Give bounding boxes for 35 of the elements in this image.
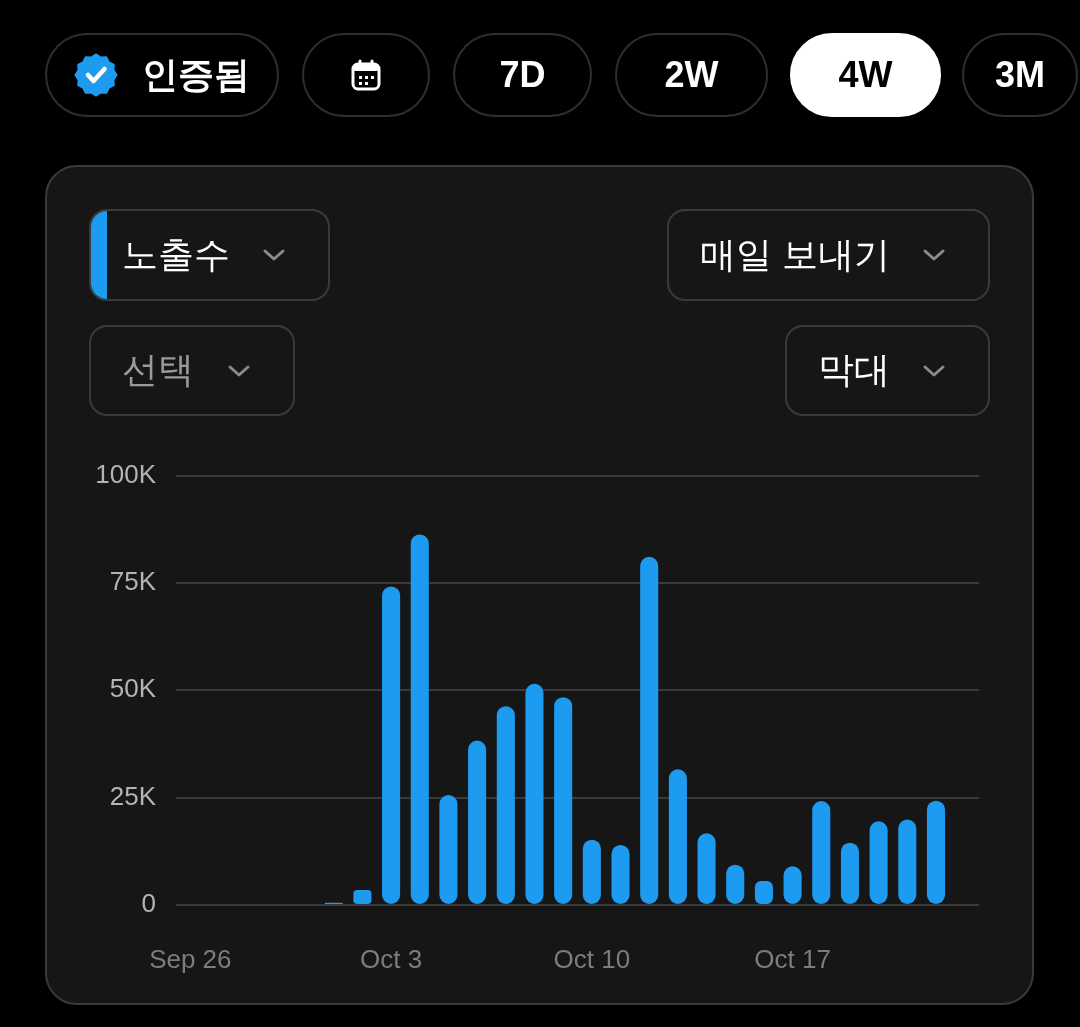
pill-button: 7D bbox=[453, 33, 592, 117]
bar bbox=[840, 842, 859, 904]
bar bbox=[582, 839, 601, 904]
bar bbox=[439, 795, 458, 904]
bar bbox=[468, 740, 487, 904]
x-tick-label: Sep 26 bbox=[149, 943, 232, 974]
y-tick-label: 0 bbox=[141, 888, 156, 919]
bar bbox=[496, 706, 515, 904]
x-tick-label: Oct 3 bbox=[360, 943, 423, 974]
text: 노출수 bbox=[122, 232, 230, 277]
bar bbox=[410, 534, 429, 904]
pill-button: 인증됨 bbox=[45, 33, 279, 117]
pill-button: 4W bbox=[790, 33, 941, 117]
bar bbox=[640, 556, 659, 904]
y-tick-label: 50K bbox=[109, 673, 157, 704]
bar bbox=[869, 821, 888, 904]
dropdown-field: 막대 bbox=[785, 325, 990, 416]
bar bbox=[926, 800, 946, 904]
dropdown-field: 선택 bbox=[89, 325, 295, 416]
bar bbox=[668, 769, 687, 904]
pill-button: 2W bbox=[615, 33, 768, 117]
dropdown-field: 매일 보내기 bbox=[667, 209, 990, 301]
bar bbox=[382, 586, 401, 904]
bar bbox=[525, 683, 544, 904]
y-tick-label: 75K bbox=[109, 566, 157, 597]
pill-button: 3M bbox=[962, 33, 1078, 117]
y-tick-label: 100K bbox=[95, 458, 157, 489]
bar bbox=[812, 801, 831, 904]
y-tick-label: 25K bbox=[109, 780, 157, 811]
x-tick-label: Oct 17 bbox=[754, 943, 831, 974]
bar bbox=[898, 819, 917, 904]
bar bbox=[697, 833, 716, 904]
bar bbox=[554, 697, 573, 904]
x-tick-label: Oct 10 bbox=[553, 943, 631, 974]
bar bbox=[353, 889, 372, 904]
